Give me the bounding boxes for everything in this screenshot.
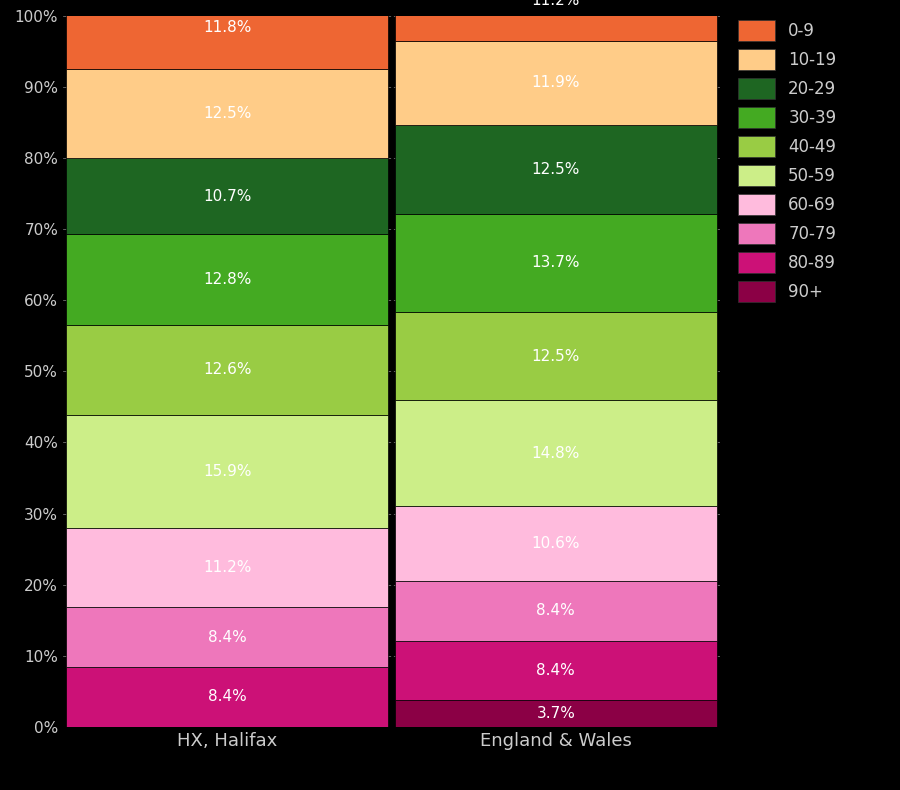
Text: 8.4%: 8.4% — [536, 604, 575, 619]
Text: 12.8%: 12.8% — [203, 272, 251, 287]
Bar — [395, 40, 716, 126]
Text: 3.7%: 3.7% — [536, 706, 575, 721]
Bar — [67, 528, 388, 608]
Text: 12.5%: 12.5% — [532, 348, 580, 363]
Bar — [395, 581, 716, 641]
Bar — [395, 401, 716, 506]
Bar — [395, 641, 716, 701]
Bar — [395, 0, 716, 40]
Bar — [67, 158, 388, 234]
Text: 10.7%: 10.7% — [203, 189, 251, 204]
Text: 12.5%: 12.5% — [203, 106, 251, 121]
Text: 8.4%: 8.4% — [208, 630, 247, 645]
Text: 13.7%: 13.7% — [532, 255, 580, 270]
Bar — [67, 608, 388, 667]
Text: 14.8%: 14.8% — [532, 446, 580, 461]
Text: 11.9%: 11.9% — [532, 76, 580, 91]
Text: 15.9%: 15.9% — [203, 464, 251, 479]
Legend: 0-9, 10-19, 20-29, 30-39, 40-49, 50-59, 60-69, 70-79, 80-89, 90+: 0-9, 10-19, 20-29, 30-39, 40-49, 50-59, … — [735, 17, 840, 305]
Bar — [67, 415, 388, 528]
Bar — [67, 325, 388, 415]
Bar — [67, 0, 388, 70]
Text: 11.2%: 11.2% — [203, 560, 251, 575]
Bar — [395, 701, 716, 727]
Bar — [67, 667, 388, 727]
Text: 8.4%: 8.4% — [536, 663, 575, 678]
Text: 8.4%: 8.4% — [208, 690, 247, 705]
Bar — [67, 70, 388, 158]
Bar — [395, 214, 716, 311]
Text: 10.6%: 10.6% — [532, 536, 580, 551]
Text: 11.2%: 11.2% — [532, 0, 580, 9]
Bar — [67, 234, 388, 325]
Text: 12.5%: 12.5% — [532, 162, 580, 177]
Text: 11.8%: 11.8% — [203, 20, 251, 35]
Bar — [395, 126, 716, 214]
Bar — [395, 506, 716, 581]
Text: 12.6%: 12.6% — [203, 363, 251, 378]
Bar — [395, 311, 716, 401]
